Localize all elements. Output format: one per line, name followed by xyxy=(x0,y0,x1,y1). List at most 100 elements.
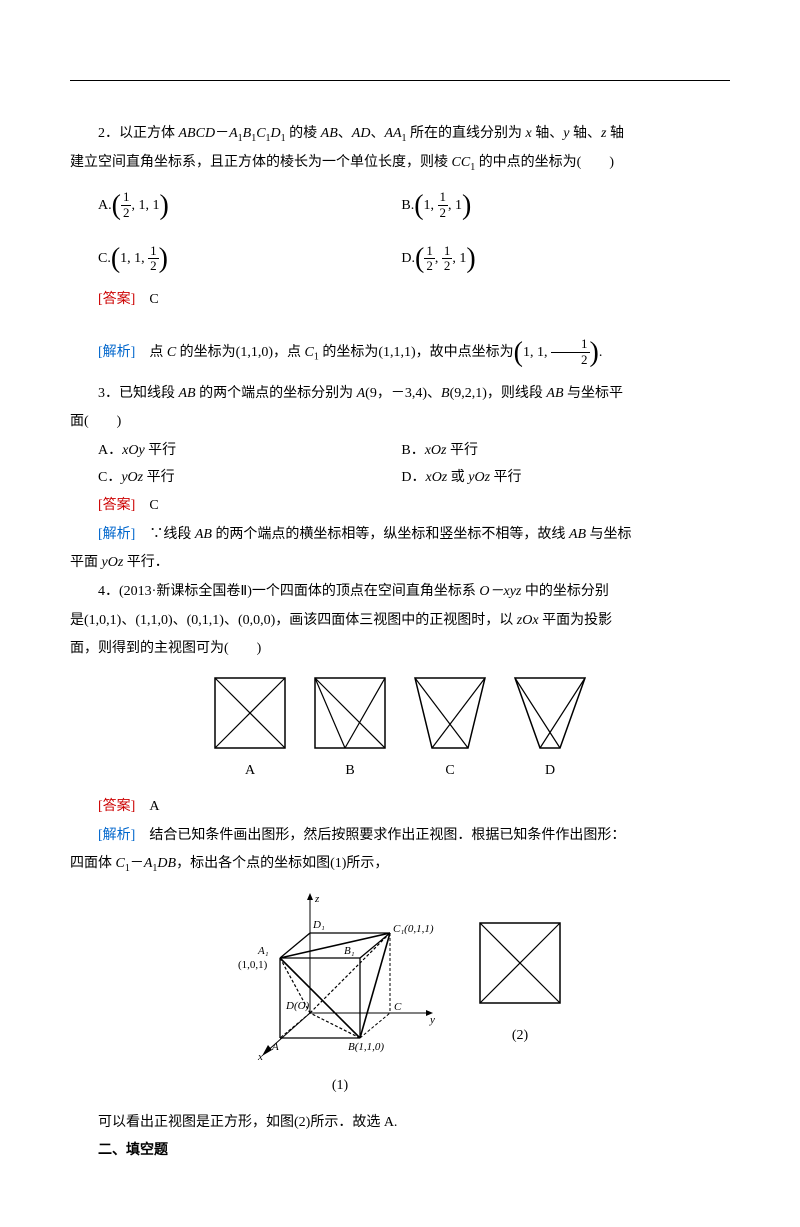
q2-e5: . xyxy=(599,344,603,359)
q2-dash: － xyxy=(215,126,229,141)
square-svg xyxy=(470,888,570,1018)
q2-options-row1: A.(12, 1, 1) B.(1, 12, 1) xyxy=(98,179,730,232)
q4-figB: B xyxy=(310,673,390,785)
q4e1: 结合已知条件画出图形，然后按照要求作出正视图．根据已知条件作出图形： xyxy=(135,828,625,843)
q4zox: zOx xyxy=(517,613,539,628)
q2-t3: 所在的直线分别为 xyxy=(407,126,526,141)
svg-text:(1,0,1): (1,0,1) xyxy=(238,959,268,971)
rp3: ) xyxy=(159,243,168,274)
q2-ax3: 轴 xyxy=(606,126,624,141)
q2-optA: A.(12, 1, 1) xyxy=(98,179,401,232)
q3-ab: AB xyxy=(179,386,196,401)
q4t3: 平面为投影 xyxy=(539,613,613,628)
q2-AD: AD xyxy=(352,126,371,141)
q3Ct: 平行 xyxy=(143,470,175,485)
q2-ans-label: [答案] xyxy=(98,292,135,307)
q2-options-row2: C.(1, 1, 12) D.(12, 12, 1) xyxy=(98,232,730,285)
fracA: 12 xyxy=(121,190,132,220)
q2-abcd: ABCD xyxy=(179,126,216,141)
q3-text: 3．已知线段 AB 的两个端点的坐标分别为 A(9，－3,4)、B(9,2,1)… xyxy=(70,381,730,408)
q4-explain: [解析] 结合已知条件画出图形，然后按照要求作出正视图．根据已知条件作出图形： xyxy=(70,823,730,850)
fig2-label: (2) xyxy=(470,1023,570,1050)
q4-figC: C xyxy=(410,673,490,785)
q3eyoz: yOz xyxy=(102,555,124,570)
q4db: DB xyxy=(157,856,176,871)
q3Bv: xOz xyxy=(425,443,447,458)
q2-Aval: , 1, 1 xyxy=(131,197,159,212)
q2-optD: D.(12, 12, 1) xyxy=(401,232,704,285)
q2-Blabel: B. xyxy=(401,197,414,212)
q2-t1: 2．以正方体 xyxy=(98,126,179,141)
q4-conclusion: 可以看出正视图是正方形，如图(2)所示．故选 A. xyxy=(70,1110,730,1137)
q3-ab2: AB xyxy=(546,386,563,401)
fracB: 12 xyxy=(438,190,449,220)
q2-AB: AB xyxy=(321,126,338,141)
lp3: ( xyxy=(111,243,120,274)
q4l2t: 是(1,0,1)、(1,1,0)、(0,1,1)、(0,0,0)，画该四面体三视… xyxy=(70,613,517,628)
q2-text: 2．以正方体 ABCD－A1B1C1D1 的棱 AB、AD、AA1 所在的直线分… xyxy=(70,121,730,148)
q2-answer: [答案] C xyxy=(70,287,730,314)
q3-opts-row1: A．xOy 平行 B．xOz 平行 xyxy=(98,438,730,465)
lp4: ( xyxy=(415,243,424,274)
q4-figures: A B C D xyxy=(70,673,730,785)
q3Cv: yOz xyxy=(121,470,143,485)
q2-optB: B.(1, 12, 1) xyxy=(401,179,704,232)
q4-conc: 可以看出正视图是正方形，如图(2)所示．故选 A. xyxy=(98,1115,397,1130)
q3Dt: 平行 xyxy=(490,470,522,485)
q3e2: 的两个端点的横坐标相等，纵坐标和竖坐标不相等，故线 xyxy=(212,527,569,542)
q2-eC: C xyxy=(167,344,176,359)
svg-text:D₁: D₁ xyxy=(312,919,325,931)
z-label: z xyxy=(314,893,320,905)
q4el22: ，标出各个点的坐标如图(1)所示， xyxy=(176,856,388,871)
svg-text:A₁: A₁ xyxy=(257,945,269,957)
q3-b: B xyxy=(441,386,450,401)
q2-e3: 的坐标为(1,1,1)，故中点坐标为 xyxy=(319,344,514,359)
q3-t2: 的两个端点的坐标分别为 xyxy=(196,386,357,401)
q2-Cval: 1, 1, xyxy=(120,251,148,266)
q3e3: 与坐标 xyxy=(586,527,632,542)
figB-label: B xyxy=(310,758,390,785)
figD-label: D xyxy=(510,758,590,785)
rp5: ) xyxy=(590,337,599,368)
svg-text:y: y xyxy=(429,1014,435,1026)
q2-B1: B xyxy=(243,126,252,141)
q3-explain: [解析] ∵线段 AB 的两个端点的横坐标相等，纵坐标和竖坐标不相等，故线 AB… xyxy=(70,522,730,549)
q4oxyz: O－xyz xyxy=(479,584,521,599)
q3-exp-label: [解析] xyxy=(98,527,135,542)
q2-Dend: , 1 xyxy=(452,251,466,266)
q3-ans-label: [答案] xyxy=(98,498,135,513)
q3el21: 平面 xyxy=(70,555,102,570)
q3A: A． xyxy=(98,443,122,458)
q2-AA1: AA xyxy=(384,126,401,141)
fracD1: 12 xyxy=(424,244,435,274)
q3Dor: 或 xyxy=(447,470,468,485)
figA-svg xyxy=(210,673,290,753)
q2-l2t: 建立空间直角坐标系，且正方体的棱长为一个单位长度，则棱 xyxy=(70,155,452,170)
fracD2: 12 xyxy=(442,244,453,274)
q3-opts-row2: C．yOz 平行 D．xOz 或 yOz 平行 xyxy=(98,465,730,492)
svg-text:B(1,1,0): B(1,1,0) xyxy=(348,1041,384,1053)
q2-ans-val: C xyxy=(135,292,158,307)
q2-A1: A xyxy=(229,126,238,141)
q4-ans: A xyxy=(135,799,159,814)
lp5: ( xyxy=(514,337,523,368)
figD-svg xyxy=(510,673,590,753)
q3Av: xOy xyxy=(122,443,145,458)
svg-text:B₁: B₁ xyxy=(344,945,355,957)
q2-Dlabel: D. xyxy=(401,251,415,266)
q2-explain: [解析] 点 C 的坐标为(1,1,0)，点 C1 的坐标为(1,1,1)，故中… xyxy=(70,326,730,379)
q3Dv2: yOz xyxy=(468,470,490,485)
q3eab: AB xyxy=(195,527,212,542)
q4-explain-l2: 四面体 C1－A1DB，标出各个点的坐标如图(1)所示， xyxy=(70,851,730,878)
q3-bc: (9,2,1)，则线段 xyxy=(450,386,547,401)
q3-t3: 与坐标平 xyxy=(564,386,624,401)
q3eab2: AB xyxy=(569,527,586,542)
svg-text:A: A xyxy=(271,1041,279,1053)
q2-optC: C.(1, 1, 12) xyxy=(98,232,401,285)
q3-line2: 面( ) xyxy=(70,409,730,436)
q4-diagram1: z D₁ C₁(0,1,1) A₁ (1,0,1) B₁ D(O) C y A … xyxy=(230,888,450,1100)
cube-svg: z D₁ C₁(0,1,1) A₁ (1,0,1) B₁ D(O) C y A … xyxy=(230,888,450,1068)
q3D: D． xyxy=(401,470,425,485)
q2-eC1: C xyxy=(305,344,314,359)
q3-ac: (9，－3,4)、 xyxy=(365,386,441,401)
